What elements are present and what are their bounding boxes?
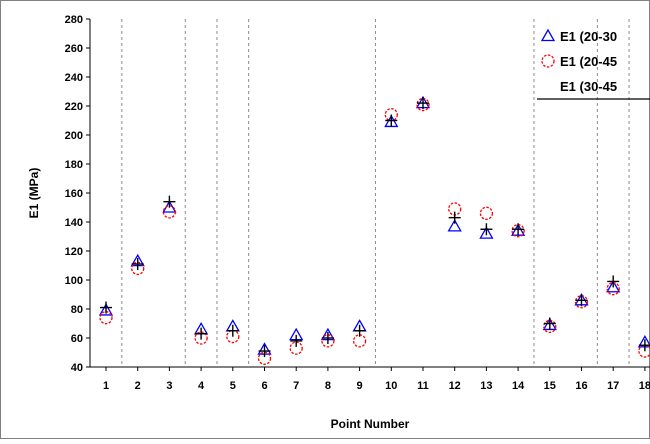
circle-point bbox=[257, 351, 272, 365]
y-tick-label: 200 bbox=[65, 130, 83, 142]
circle-point bbox=[543, 319, 557, 334]
y-axis: 40 60 80 100 120 140 160 180 200 220 240 260 280 bbox=[65, 14, 91, 374]
plus-point bbox=[163, 195, 176, 208]
plus-point bbox=[385, 114, 398, 127]
circle-point bbox=[99, 311, 113, 325]
plot-points bbox=[98, 95, 650, 365]
legend: E1 (20-30 E1 (20-45 E1 (30-45 bbox=[537, 28, 650, 100]
x-tick-label: 1 bbox=[103, 380, 109, 392]
y-tick-label: 280 bbox=[65, 14, 83, 26]
x-tick-label: 3 bbox=[166, 380, 172, 392]
y-tick-label: 40 bbox=[71, 362, 83, 374]
plus-point bbox=[195, 327, 208, 340]
plus-point bbox=[258, 345, 271, 358]
x-tick-label: 5 bbox=[230, 380, 236, 392]
triangle-point bbox=[98, 303, 114, 316]
plus-point bbox=[321, 332, 334, 344]
y-tick-label: 160 bbox=[65, 188, 83, 200]
series-plus bbox=[100, 97, 650, 358]
plus-point bbox=[353, 324, 366, 337]
y-axis-title: E1 (MPa) bbox=[27, 168, 41, 219]
circle-point bbox=[416, 97, 430, 112]
circle-point bbox=[511, 224, 525, 238]
plus-point bbox=[480, 223, 493, 236]
x-tick-label: 18 bbox=[639, 380, 650, 392]
x-tick-label: 6 bbox=[261, 380, 267, 392]
plus-point bbox=[543, 317, 556, 330]
y-tick-label: 180 bbox=[65, 159, 83, 171]
y-tick-label: 60 bbox=[71, 333, 83, 345]
y-tick-label: 240 bbox=[65, 72, 83, 84]
x-tick-label: 4 bbox=[198, 380, 205, 392]
x-tick-label: 16 bbox=[575, 380, 587, 392]
x-tick-label: 8 bbox=[325, 380, 331, 392]
circle-point bbox=[352, 334, 367, 348]
plus-point bbox=[638, 339, 650, 352]
x-tick-label: 7 bbox=[293, 380, 299, 392]
plus-point bbox=[607, 275, 620, 288]
plus-point bbox=[417, 97, 429, 110]
circle-point bbox=[606, 282, 620, 296]
x-tick-label: 10 bbox=[385, 380, 397, 392]
plus-point bbox=[290, 334, 303, 347]
circle-point bbox=[289, 341, 303, 355]
circle-point bbox=[638, 344, 650, 358]
x-tick-label: 14 bbox=[512, 380, 525, 392]
x-tick-label: 11 bbox=[417, 380, 429, 392]
x-tick-label: 17 bbox=[607, 380, 619, 392]
circle-point bbox=[479, 206, 494, 220]
y-tick-label: 80 bbox=[71, 304, 83, 316]
legend-marker-triangle bbox=[540, 28, 556, 42]
circle-point bbox=[321, 334, 335, 348]
x-tick-label: 2 bbox=[135, 380, 141, 392]
plus-point bbox=[512, 223, 525, 236]
vertical-separators bbox=[121, 19, 630, 367]
plus-point bbox=[575, 294, 588, 307]
plus-point bbox=[448, 211, 461, 224]
x-tick-label: 9 bbox=[357, 380, 363, 392]
plus-point bbox=[226, 324, 239, 337]
circle-point bbox=[162, 205, 177, 219]
x-tick-label: 12 bbox=[449, 380, 461, 392]
x-axis-title: Point Number bbox=[331, 417, 410, 431]
triangle-point bbox=[479, 226, 494, 239]
y-tick-label: 100 bbox=[65, 275, 83, 287]
y-tick-label: 140 bbox=[65, 217, 83, 229]
x-tick-label: 13 bbox=[480, 380, 492, 392]
legend-label: E1 (20-45 bbox=[560, 54, 617, 69]
x-tick-label: 15 bbox=[544, 380, 556, 392]
circle-point bbox=[194, 331, 208, 345]
circle-point bbox=[574, 295, 589, 309]
legend-label: E1 (20-30 bbox=[560, 29, 617, 44]
x-axis: 1 2 3 4 5 6 7 8 9 10 11 12 13 14 15 16 17 18 bbox=[90, 366, 650, 392]
circle-point bbox=[226, 329, 240, 344]
plus-point bbox=[131, 258, 144, 271]
triangle-point bbox=[606, 279, 621, 293]
triangle-point bbox=[447, 219, 462, 232]
y-tick-label: 120 bbox=[65, 246, 83, 258]
plus-point bbox=[100, 301, 112, 314]
circle-point bbox=[131, 261, 145, 276]
y-tick-label: 260 bbox=[65, 43, 83, 55]
y-tick-label: 220 bbox=[65, 101, 83, 113]
legend-label: E1 (30-45 bbox=[560, 79, 617, 94]
legend-marker-circle bbox=[541, 54, 555, 68]
